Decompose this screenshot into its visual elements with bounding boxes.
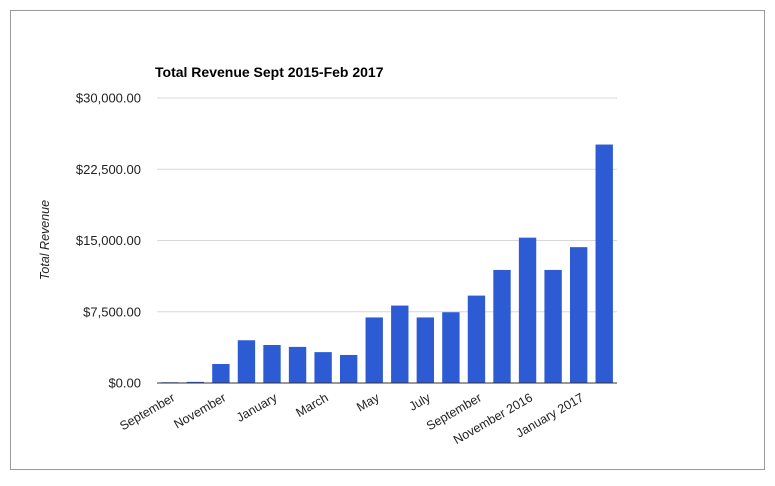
y-tick-label: $15,000.00 [76,233,141,248]
bar [391,305,409,383]
y-tick-label: $7,500.00 [83,304,141,319]
bar [186,381,205,383]
x-tick-label: May [354,390,382,414]
bar [237,340,256,383]
bar [212,364,230,383]
bar [339,354,358,383]
x-tick-label: November [171,390,228,431]
y-axis-label: Total Revenue [38,200,52,280]
bars [161,144,613,384]
chart-title: Total Revenue Sept 2015-Feb 2017 [155,64,384,80]
bar [467,295,486,383]
bar [263,345,281,383]
y-axis-ticks: $0.00 $7,500.00 $15,000.00 $22,500.00 $30,00… [76,91,141,391]
bar [569,247,588,383]
bar [314,352,332,383]
y-tick-label: $22,500.00 [76,162,141,177]
bar [416,317,435,383]
y-tick-label: $0.00 [108,376,141,391]
gridlines [157,97,617,313]
bar [595,144,613,383]
bar [442,312,460,383]
x-tick-label: January [234,390,280,425]
x-tick-label: July [407,390,434,414]
bar [365,317,383,383]
bar [493,269,511,383]
x-tick-label: September [117,390,177,433]
bar [518,237,537,383]
bar [544,269,562,383]
x-tick-label: March [294,390,331,420]
bar [288,346,307,383]
y-tick-label: $30,000.00 [76,91,141,106]
